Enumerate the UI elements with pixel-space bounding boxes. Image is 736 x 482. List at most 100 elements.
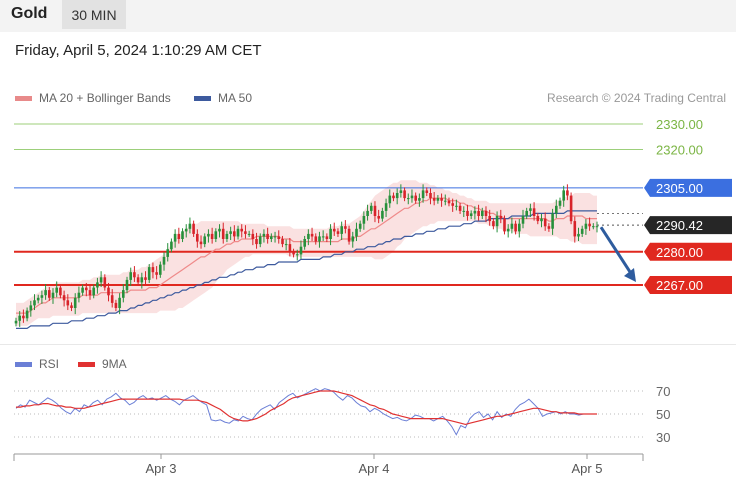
candle-body	[122, 290, 125, 298]
candle-body	[14, 320, 18, 324]
candle-body	[62, 295, 66, 301]
ma9-swatch	[78, 361, 95, 367]
candle-body	[207, 233, 210, 237]
candle-body	[284, 244, 288, 246]
candle-body	[518, 223, 521, 232]
candle-body	[107, 287, 110, 296]
candle-body	[351, 236, 355, 242]
candle-body	[155, 272, 158, 275]
candle-body	[503, 218, 506, 232]
candle-body	[492, 221, 495, 227]
ma20-swatch	[15, 95, 32, 101]
ma9-legend-label: 9MA	[102, 357, 127, 371]
candle-body	[418, 198, 421, 201]
rsi-tick-label: 70	[656, 384, 670, 399]
candle-body	[236, 228, 240, 237]
candle-body	[103, 277, 107, 288]
candle-body	[381, 210, 384, 219]
ma50-legend-label: MA 50	[218, 91, 253, 105]
candle-body	[270, 236, 273, 239]
candle-body	[462, 210, 466, 212]
rsi-legend-label: RSI	[39, 357, 60, 371]
x-tick-label: Apr 4	[358, 461, 389, 476]
candle-body	[566, 190, 569, 196]
candle-body	[521, 216, 525, 224]
candle-body	[388, 195, 392, 204]
candle-body	[81, 287, 84, 293]
rsi-9ma-line	[16, 390, 597, 426]
candle-body	[562, 190, 565, 201]
candle-body	[477, 210, 480, 216]
candle-body	[125, 279, 129, 291]
x-tick-label: Apr 5	[571, 461, 602, 476]
candle-body	[85, 287, 88, 291]
candle-body	[48, 290, 51, 298]
price-tag-2290.42	[644, 216, 732, 235]
instrument-title: Gold	[11, 5, 48, 22]
candle-body	[225, 233, 229, 239]
candle-body	[173, 233, 177, 242]
candle-body	[233, 231, 236, 237]
candle-body	[407, 198, 410, 200]
ma20-legend-label: MA 20 + Bollinger Bands	[39, 91, 171, 105]
candle-body	[247, 233, 251, 235]
price-tag-2280.00	[644, 242, 732, 261]
candle-body	[151, 267, 155, 273]
candle-body	[506, 228, 510, 232]
candle-body	[481, 210, 484, 216]
candle-body	[484, 210, 488, 216]
rsi-line	[15, 388, 597, 436]
candle-body	[536, 216, 540, 222]
candle-body	[329, 228, 332, 239]
candle-body	[466, 210, 469, 216]
candle-body	[451, 203, 454, 206]
legend-rsi: RSI	[15, 357, 59, 371]
price-tag-2267.00	[644, 276, 732, 294]
timeframe-button[interactable]: 30 MIN	[62, 0, 126, 29]
candle-body	[584, 223, 588, 229]
candle-body	[514, 223, 517, 232]
candle-body	[347, 228, 351, 242]
candle-body	[384, 203, 388, 211]
candle-body	[421, 190, 425, 199]
candle-body	[595, 226, 599, 228]
candle-body	[92, 287, 95, 296]
candle-body	[499, 216, 503, 219]
candle-body	[325, 236, 329, 239]
candle-body	[440, 198, 443, 201]
price-tag-2305.00	[644, 178, 732, 197]
candle-body	[436, 198, 440, 201]
ma50-swatch	[194, 95, 211, 101]
legend-ma50: MA 50	[194, 91, 252, 105]
candle-body	[162, 256, 166, 265]
candle-body	[310, 233, 314, 237]
candle-body	[577, 233, 580, 237]
candle-body	[166, 249, 169, 257]
candle-body	[425, 190, 429, 193]
candle-body	[299, 246, 303, 255]
price-label-2320.00: 2320.00	[656, 143, 703, 158]
candle-body	[373, 205, 377, 216]
candle-body	[240, 228, 243, 232]
candle-body	[192, 223, 195, 234]
candle-body	[33, 300, 36, 306]
candle-body	[370, 205, 373, 211]
candle-body	[488, 216, 491, 222]
candle-body	[188, 223, 192, 229]
candle-body	[377, 216, 380, 219]
candle-body	[70, 305, 73, 308]
candle-body	[88, 290, 92, 296]
candle-body	[358, 223, 362, 229]
candle-body	[344, 226, 347, 229]
candle-body	[303, 239, 306, 247]
candle-body	[555, 205, 558, 214]
candle-body	[292, 251, 295, 255]
rsi-swatch	[15, 361, 32, 367]
candle-body	[147, 267, 151, 280]
candle-body	[321, 236, 325, 238]
candle-body	[403, 190, 406, 199]
candle-body	[273, 236, 277, 238]
candle-body	[77, 292, 81, 298]
candle-body	[429, 193, 432, 199]
